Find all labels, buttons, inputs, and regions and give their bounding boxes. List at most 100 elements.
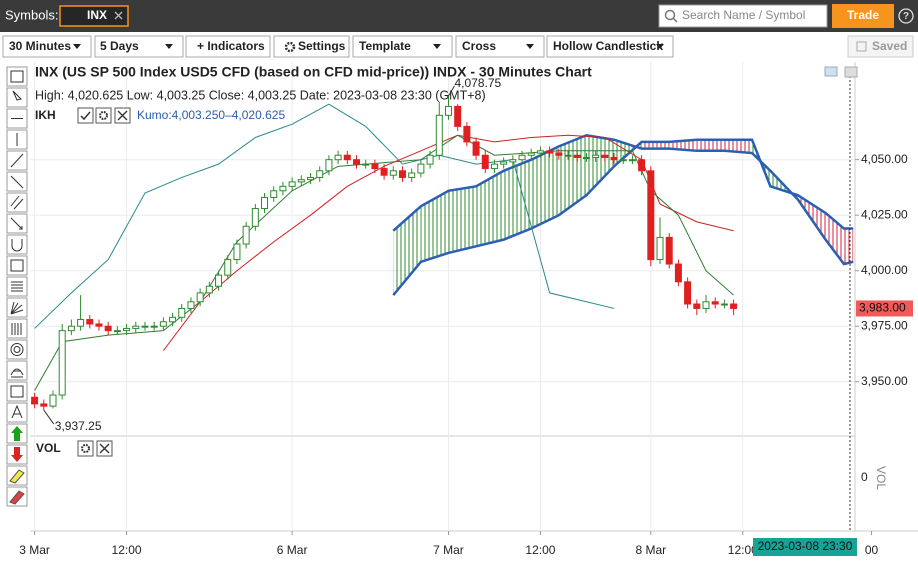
symbols-label: Symbols: xyxy=(5,7,58,22)
search-box[interactable] xyxy=(658,4,828,28)
tool-glyph xyxy=(11,323,22,335)
candle-body xyxy=(610,156,618,161)
tool-button[interactable] xyxy=(6,108,28,129)
candle-body xyxy=(104,325,112,332)
cloud-segment xyxy=(696,139,725,151)
tool-frame xyxy=(6,192,28,213)
candle-body xyxy=(169,316,177,323)
tool-button[interactable] xyxy=(6,255,28,276)
tool-button[interactable] xyxy=(6,297,28,318)
candle-body xyxy=(582,156,590,159)
gear-icon xyxy=(99,111,108,120)
tool-button[interactable] xyxy=(6,276,28,297)
symbol-tag[interactable] xyxy=(59,5,129,27)
x-tick-label: 12:00 xyxy=(525,543,555,557)
help-button[interactable] xyxy=(898,8,914,24)
tool-frame xyxy=(6,381,28,402)
tool-button[interactable] xyxy=(6,66,28,87)
tool-button[interactable] xyxy=(6,381,28,402)
candle-body xyxy=(518,154,526,161)
candle-body xyxy=(601,154,609,158)
candle-body xyxy=(123,327,131,332)
y-tick-label: 4,025.00 xyxy=(861,207,908,221)
close-icon xyxy=(117,110,128,121)
tool-button[interactable] xyxy=(6,234,28,255)
gear-icon xyxy=(284,41,296,53)
tool-button[interactable] xyxy=(6,171,28,192)
tool-button[interactable] xyxy=(6,339,28,360)
cloud-segment xyxy=(393,206,421,296)
tool-glyph xyxy=(10,259,24,272)
print-icon[interactable] xyxy=(844,66,858,78)
range-dropdown[interactable] xyxy=(94,35,184,58)
image-icon[interactable] xyxy=(824,66,838,77)
indicator-settings[interactable] xyxy=(95,107,112,124)
interval-dropdown[interactable] xyxy=(2,35,92,58)
tool-button[interactable] xyxy=(6,423,28,444)
settings-label: Settings xyxy=(298,39,346,53)
tool-glyph xyxy=(11,426,23,441)
candle-body xyxy=(316,170,324,178)
candle-body xyxy=(261,196,269,210)
candle-body xyxy=(132,325,140,329)
cursor-dropdown[interactable] xyxy=(455,35,545,58)
range-label: 5 Days xyxy=(100,39,139,53)
candle-body xyxy=(307,176,315,181)
cursor-time: 2023-03-08 23:30 xyxy=(758,539,853,553)
candle-body xyxy=(150,325,158,328)
candle-body xyxy=(674,263,682,283)
tool-button[interactable] xyxy=(6,87,28,108)
interval-label: 30 Minutes xyxy=(9,39,71,53)
last-price-label: 3,983.00 xyxy=(859,301,906,315)
tool-button[interactable] xyxy=(6,486,28,507)
y-tick-label: 3,975.00 xyxy=(861,318,908,332)
chart-style-dropdown[interactable] xyxy=(546,35,674,58)
tool-button[interactable] xyxy=(6,402,28,423)
tool-button[interactable] xyxy=(6,318,28,339)
tool-button[interactable] xyxy=(6,444,28,465)
volume-side-label: VOL xyxy=(874,466,888,490)
cloud-segment xyxy=(641,141,670,149)
tool-button[interactable] xyxy=(6,129,28,150)
indicator-line xyxy=(34,103,615,329)
tool-button[interactable] xyxy=(6,465,28,486)
cloud-segment xyxy=(476,170,504,247)
dropdown-arrow xyxy=(165,44,173,49)
tool-button[interactable] xyxy=(6,150,28,171)
volume-settings[interactable] xyxy=(77,440,94,457)
candle-body xyxy=(693,303,701,309)
tool-glyph xyxy=(11,404,23,419)
indicators-button[interactable] xyxy=(185,35,271,58)
candle-body xyxy=(500,161,508,165)
remove-symbol[interactable] xyxy=(114,11,123,20)
close-icon xyxy=(99,443,110,454)
chart-title: INX (US SP 500 Index USD5 CFD (based on … xyxy=(35,64,592,80)
chart-style-label: Hollow Candlestick xyxy=(553,39,663,53)
cloud-segment xyxy=(558,135,587,216)
tool-button[interactable] xyxy=(6,360,28,381)
tool-button[interactable] xyxy=(6,213,28,234)
candle-body xyxy=(380,168,388,176)
dropdown-arrow xyxy=(433,44,441,49)
tool-frame xyxy=(6,255,28,276)
tool-glyph xyxy=(11,239,23,252)
template-dropdown[interactable] xyxy=(352,35,453,58)
tool-glyph xyxy=(10,301,24,315)
candle-body xyxy=(408,172,416,178)
candle-body xyxy=(435,114,443,156)
trade-label: Trade xyxy=(847,8,879,22)
indicator-toggle[interactable] xyxy=(77,107,94,124)
trade-button[interactable] xyxy=(832,4,894,28)
candle-body xyxy=(49,394,57,407)
candle-body xyxy=(389,170,397,176)
tool-glyph xyxy=(9,490,25,505)
settings-button[interactable] xyxy=(273,35,350,58)
tool-button[interactable] xyxy=(6,192,28,213)
search-placeholder: Search Name / Symbol xyxy=(682,8,805,22)
candle-body xyxy=(481,154,489,170)
saved-button[interactable] xyxy=(847,35,914,58)
tool-glyph xyxy=(10,195,24,210)
candle-body xyxy=(564,154,572,157)
candle-body xyxy=(288,181,296,187)
candle-body xyxy=(730,303,738,309)
